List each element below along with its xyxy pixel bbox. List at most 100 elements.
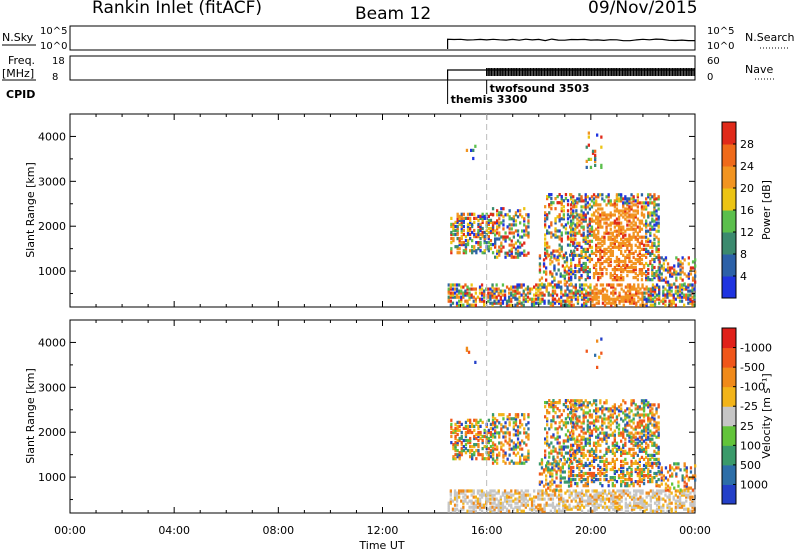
echo-cell bbox=[462, 291, 465, 295]
echo-cell bbox=[533, 293, 536, 297]
echo-cell bbox=[605, 441, 608, 445]
echo-cell bbox=[638, 471, 641, 476]
echo-cell bbox=[483, 251, 486, 255]
echo-cell bbox=[565, 272, 569, 276]
echo-cell bbox=[668, 501, 671, 505]
echo-cell bbox=[633, 507, 636, 511]
echo-cell bbox=[609, 263, 612, 268]
echo-cell bbox=[662, 503, 665, 507]
echo-cell bbox=[483, 301, 486, 305]
echo-cell bbox=[487, 455, 490, 459]
echo-cell bbox=[640, 437, 644, 441]
echo-cell bbox=[572, 211, 575, 215]
echo-cell bbox=[489, 228, 493, 233]
echo-cell bbox=[600, 165, 603, 169]
colorbar-segment bbox=[722, 122, 736, 145]
echo-cell bbox=[595, 501, 598, 505]
echo-cell bbox=[545, 491, 548, 495]
echo-cell bbox=[462, 216, 465, 220]
echo-cell bbox=[642, 439, 646, 443]
echo-cell bbox=[673, 270, 676, 274]
echo-cell bbox=[474, 291, 477, 295]
echo-cell bbox=[599, 263, 602, 268]
echo-cell bbox=[582, 255, 585, 259]
echo-cell bbox=[640, 235, 644, 239]
echo-cell bbox=[687, 493, 690, 497]
echo-cell bbox=[474, 144, 477, 148]
echo-cell bbox=[558, 215, 561, 219]
echo-cell bbox=[597, 249, 600, 253]
echo-cell bbox=[592, 465, 596, 470]
echo-cell bbox=[483, 216, 486, 220]
echo-cell bbox=[645, 235, 648, 239]
echo-cell bbox=[668, 303, 671, 307]
echo-cell bbox=[476, 497, 480, 501]
echo-cell bbox=[561, 476, 564, 480]
echo-cell bbox=[512, 219, 515, 223]
echo-cell bbox=[522, 303, 525, 307]
echo-cell bbox=[561, 264, 564, 268]
echo-cell bbox=[620, 505, 623, 509]
echo-cell bbox=[489, 287, 492, 291]
echo-cell bbox=[607, 255, 610, 259]
echo-cell bbox=[641, 295, 644, 299]
echo-cell bbox=[590, 431, 594, 435]
echo-cell bbox=[537, 507, 540, 511]
echo-cell bbox=[469, 226, 472, 231]
echo-cell bbox=[628, 478, 631, 482]
echo-cell bbox=[586, 249, 589, 253]
echo-cell bbox=[624, 441, 627, 445]
echo-cell bbox=[469, 428, 472, 432]
echo-cell bbox=[632, 268, 635, 272]
echo-cell bbox=[614, 297, 617, 301]
echo-cell bbox=[452, 222, 455, 226]
echo-cell bbox=[450, 424, 453, 428]
echo-cell bbox=[560, 287, 563, 291]
echo-cell bbox=[510, 251, 513, 255]
echo-cell bbox=[555, 299, 559, 303]
echo-cell bbox=[574, 403, 577, 407]
echo-cell bbox=[558, 235, 561, 239]
echo-cell bbox=[469, 436, 472, 441]
echo-cell bbox=[479, 424, 482, 428]
echo-cell bbox=[537, 497, 540, 501]
echo-cell bbox=[580, 480, 583, 484]
echo-cell bbox=[657, 405, 660, 409]
echo-cell bbox=[590, 233, 594, 237]
echo-cell bbox=[670, 509, 673, 513]
echo-cell bbox=[655, 409, 658, 413]
echo-cell bbox=[495, 503, 498, 507]
echo-cell bbox=[609, 433, 612, 437]
echo-cell bbox=[527, 449, 530, 453]
echo-cell bbox=[687, 301, 690, 305]
echo-cell bbox=[468, 291, 471, 295]
echo-cell bbox=[679, 468, 682, 472]
echo-cell bbox=[620, 459, 623, 463]
echo-cell bbox=[582, 247, 585, 251]
echo-cell bbox=[454, 443, 457, 447]
echo-cell bbox=[593, 497, 596, 501]
echo-cell bbox=[586, 423, 589, 427]
echo-cell bbox=[576, 301, 580, 305]
echo-cell bbox=[655, 249, 658, 253]
echo-cell bbox=[647, 405, 650, 409]
echo-cell bbox=[653, 195, 656, 199]
echo-cell bbox=[640, 423, 644, 427]
echo-cell bbox=[583, 303, 586, 307]
echo-cell bbox=[689, 272, 693, 276]
echo-cell bbox=[580, 276, 583, 280]
echo-cell bbox=[672, 293, 675, 297]
echo-cell bbox=[630, 295, 634, 299]
echo-cell bbox=[630, 285, 634, 289]
echo-cell bbox=[653, 509, 657, 513]
echo-cell bbox=[653, 303, 657, 307]
echo-cell bbox=[512, 445, 515, 449]
echo-cell bbox=[595, 245, 598, 249]
echo-cell bbox=[620, 199, 623, 203]
echo-cell bbox=[618, 283, 621, 287]
echo-cell bbox=[462, 445, 465, 449]
echo-cell bbox=[487, 293, 490, 297]
echo-cell bbox=[489, 432, 493, 437]
echo-cell bbox=[508, 243, 511, 247]
colorbar-tick-label: 28 bbox=[740, 138, 754, 151]
